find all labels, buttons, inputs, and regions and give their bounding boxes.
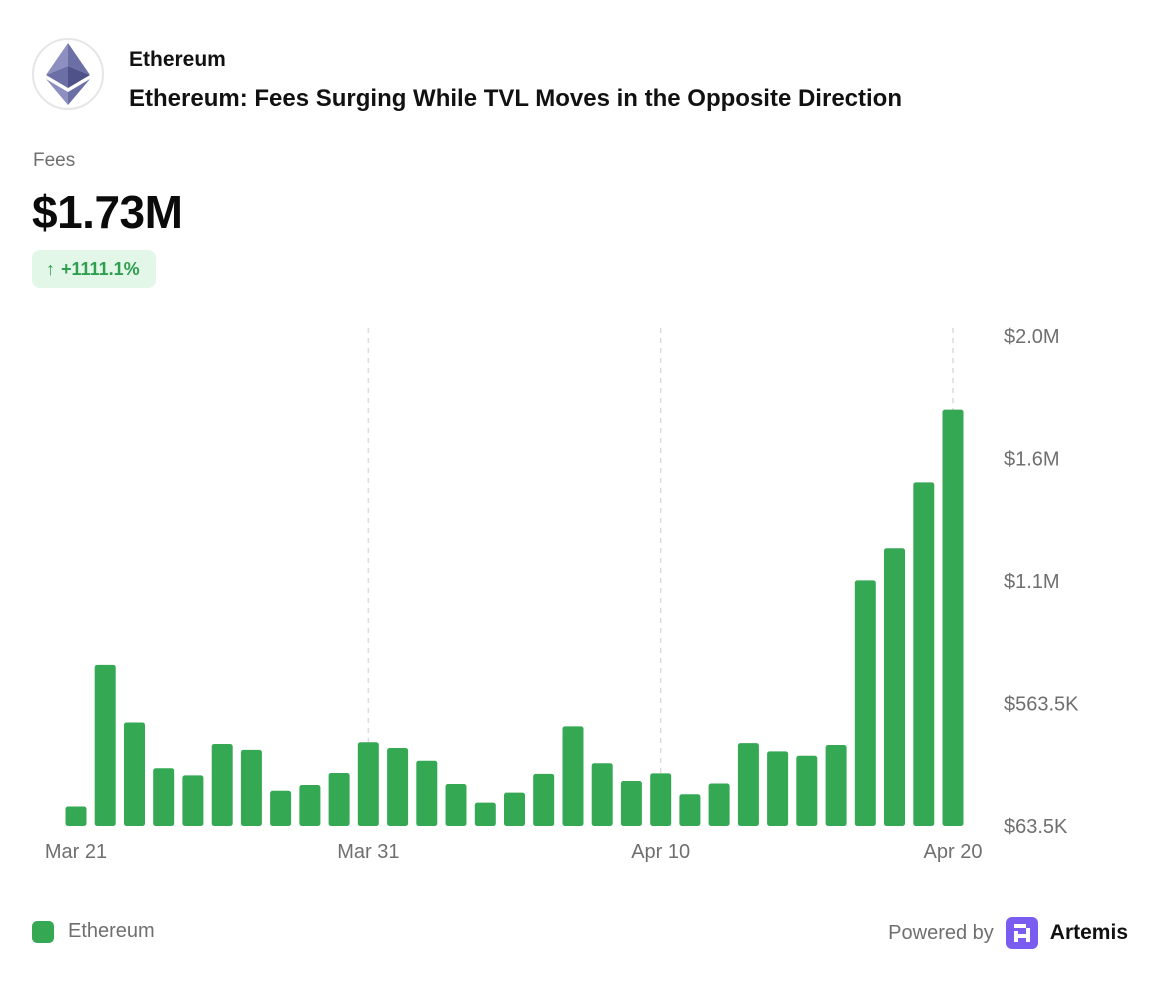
bar-apr-1[interactable] — [387, 748, 409, 826]
bar-apr-7[interactable] — [562, 726, 584, 826]
y-tick-label: $63.5K — [1004, 816, 1068, 838]
change-value: +1111.1% — [61, 258, 140, 279]
bar-mar-27[interactable] — [240, 749, 262, 826]
metric-label: Fees — [33, 150, 76, 171]
bar-apr-5[interactable] — [504, 792, 525, 826]
y-tick-label: $1.1M — [1004, 571, 1060, 593]
bar-apr-17[interactable] — [854, 580, 876, 826]
bar-mar-25[interactable] — [182, 775, 204, 826]
powered-by-text: Powered by — [888, 921, 994, 944]
bar-apr-11[interactable] — [679, 794, 701, 826]
x-tick-label: Mar 21 — [45, 841, 107, 863]
bar-apr-18[interactable] — [884, 548, 905, 826]
bar-apr-10[interactable] — [650, 773, 672, 826]
bar-apr-9[interactable] — [620, 781, 642, 826]
bar-apr-14[interactable] — [767, 751, 789, 826]
bar-apr-3[interactable] — [445, 784, 467, 826]
bar-apr-20[interactable] — [942, 409, 964, 826]
arrow-up-icon: ↑ — [46, 259, 55, 279]
fees-bar-chart: Mar 21 Mar 31 Apr 10 Apr 20 $63.5K $563.5K $1.… — [45, 326, 1079, 863]
bar-mar-22[interactable] — [94, 664, 116, 826]
brand-name: Artemis — [1049, 921, 1128, 944]
x-tick-label: Mar 31 — [337, 841, 399, 863]
chart-title: Ethereum: Fees Surging While TVL Moves i… — [129, 85, 902, 112]
x-tick-label: Apr 20 — [924, 841, 983, 863]
x-tick-label: Apr 10 — [631, 841, 690, 863]
legend-swatch — [32, 920, 54, 943]
legend[interactable]: Ethereum — [32, 920, 155, 943]
bar-apr-13[interactable] — [737, 743, 759, 826]
metric-value: $1.73M — [32, 186, 183, 238]
y-tick-label: $1.6M — [1004, 449, 1060, 471]
change-badge: ↑ +1111.1% — [32, 250, 156, 288]
bar-apr-2[interactable] — [416, 760, 438, 826]
bar-apr-16[interactable] — [825, 745, 847, 826]
bar-apr-8[interactable] — [591, 763, 613, 826]
y-tick-label: $2.0M — [1004, 326, 1060, 348]
bar-apr-12[interactable] — [708, 783, 730, 827]
bar-mar-29[interactable] — [299, 785, 321, 826]
powered-by[interactable]: Powered by Artemis — [888, 917, 1128, 949]
bar-mar-23[interactable] — [124, 722, 145, 827]
bar-mar-28[interactable] — [270, 790, 292, 826]
artemis-logo-icon — [1005, 917, 1038, 949]
bar-mar-31[interactable] — [357, 742, 379, 826]
bar-apr-15[interactable] — [796, 755, 818, 826]
ethereum-logo-icon — [32, 38, 104, 110]
bar-apr-6[interactable] — [533, 773, 555, 826]
bar-mar-24[interactable] — [153, 768, 175, 826]
bar-mar-30[interactable] — [328, 773, 350, 826]
entity-name: Ethereum — [129, 48, 226, 71]
bar-mar-26[interactable] — [211, 744, 233, 826]
bar-mar-21[interactable] — [65, 806, 87, 827]
bar-apr-19[interactable] — [913, 482, 935, 826]
legend-label: Ethereum — [68, 920, 155, 942]
y-tick-label: $563.5K — [1004, 694, 1079, 716]
bar-apr-4[interactable] — [474, 802, 496, 826]
